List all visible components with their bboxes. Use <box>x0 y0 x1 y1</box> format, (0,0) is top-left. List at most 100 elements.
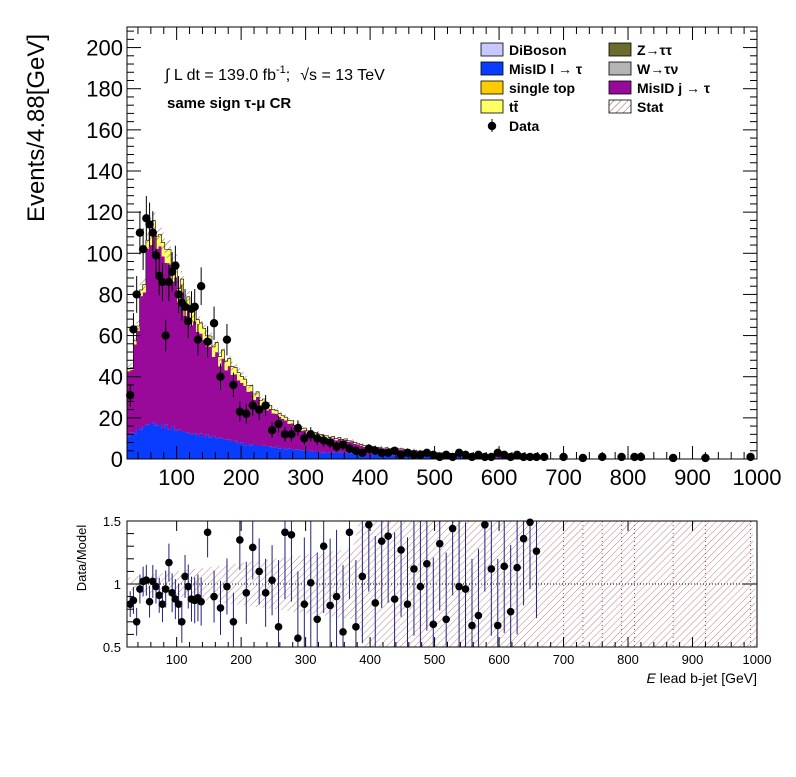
legend-label: DiBoson <box>509 42 567 58</box>
ratio-data-layer <box>126 518 541 647</box>
x-tick-label: 1000 <box>733 465 782 490</box>
ratio-point <box>326 601 334 610</box>
data-point <box>474 450 483 460</box>
data-point <box>668 453 678 463</box>
data-point <box>422 448 432 458</box>
legend-entry: W→τν <box>608 61 678 77</box>
data-point <box>332 442 341 451</box>
stack-misid-j- <box>127 230 565 459</box>
legend-entry: single top <box>480 80 575 96</box>
ratio-point <box>178 618 186 626</box>
data-point <box>184 316 193 326</box>
ratio-point <box>442 615 450 624</box>
ratio-x-axis-label-rest: lead b-jet [GeV] <box>656 670 757 686</box>
ratio-point <box>306 578 315 587</box>
ratio-point <box>313 615 322 624</box>
ratio-point <box>481 520 489 529</box>
ratio-point <box>145 597 154 606</box>
data-point <box>155 271 164 281</box>
ratio-point <box>197 597 205 606</box>
data-point <box>216 372 225 381</box>
ratio-point <box>403 600 412 608</box>
lumi-exponent: -1 <box>276 64 286 76</box>
data-point <box>377 448 386 458</box>
legend-marker <box>487 121 497 131</box>
ratio-y-tick-label: 1.5 <box>103 514 121 529</box>
ratio-point <box>500 562 509 571</box>
data-point <box>203 337 212 346</box>
ratio-point <box>274 623 283 631</box>
data-point <box>512 450 522 460</box>
ratio-point <box>487 565 496 573</box>
ratio-point <box>532 547 541 556</box>
ratio-point <box>300 600 309 608</box>
x-tick-label: 100 <box>158 465 195 490</box>
ratio-point <box>294 634 302 642</box>
ratio-x-tick-label: 400 <box>359 652 381 667</box>
ratio-x-tick-label: 600 <box>488 652 510 667</box>
data-point <box>416 450 425 460</box>
ratio-point <box>461 585 470 593</box>
ratio-point <box>248 543 257 552</box>
data-point <box>254 405 264 414</box>
data-point <box>161 331 170 340</box>
ratio-point <box>210 592 218 601</box>
data-point <box>396 450 406 460</box>
y-tick-label: 160 <box>86 118 123 143</box>
ratio-point <box>410 565 418 573</box>
x-tick-label: 600 <box>481 465 518 490</box>
ratio-point <box>165 558 173 567</box>
legend-entry: Data <box>487 118 540 134</box>
legend-entry: Z→ττ <box>608 42 673 58</box>
ratio-x-tick-label: 800 <box>617 652 639 667</box>
data-point <box>746 452 755 462</box>
data-point <box>229 380 238 390</box>
data-point <box>174 290 183 299</box>
ratio-point <box>281 528 289 537</box>
ratio-x-tick-label: 100 <box>166 652 188 667</box>
data-point <box>338 440 348 449</box>
data-point <box>274 419 283 429</box>
legend-label: Z→ττ <box>637 42 673 58</box>
y-tick-label: 140 <box>86 159 123 184</box>
y-tick-label: 60 <box>99 324 123 349</box>
data-point <box>267 426 277 435</box>
data-point <box>196 282 206 291</box>
data-point <box>300 434 309 443</box>
ratio-point <box>345 528 354 537</box>
ratio-point <box>377 537 386 545</box>
legend-swatch <box>480 61 504 76</box>
legend-label: Stat <box>637 99 664 115</box>
ratio-y-axis-label: Data/Model <box>74 525 89 592</box>
legend-swatch <box>480 80 504 95</box>
data-point <box>429 450 438 460</box>
data-point <box>306 430 315 439</box>
main-y-axis-label: Events/4.88[GeV] <box>23 34 50 222</box>
ratio-point <box>365 520 373 529</box>
main-frame <box>126 26 758 460</box>
y-tick-label: 0 <box>111 447 123 472</box>
ratio-point <box>371 599 380 607</box>
main-stack-layer <box>127 209 565 459</box>
ratio-x-tick-label: 500 <box>424 652 446 667</box>
legend-label: single top <box>509 80 575 96</box>
ratio-point <box>255 567 263 576</box>
stack-misid-l- <box>127 422 565 459</box>
sqrt-s-text: √s = 13 TeV <box>300 67 385 84</box>
ratio-point <box>132 618 141 626</box>
data-point <box>135 228 145 237</box>
svg-text:∫ L dt = 139.0 fb-1;√s = 13 Te: ∫ L dt = 139.0 fb-1; √s = 13 TeV <box>164 64 385 84</box>
ratio-point <box>261 589 270 597</box>
ratio-x-tick-label: 200 <box>230 652 252 667</box>
ratio-point <box>332 592 341 601</box>
data-point <box>351 446 361 455</box>
data-point <box>319 436 328 445</box>
legend-entry: MisID l → τ <box>480 61 583 77</box>
data-point <box>261 401 270 410</box>
legend-entry: MisID j → τ <box>608 80 711 96</box>
ratio-x-axis-label: E lead b-jet [GeV] <box>646 670 757 686</box>
legend: DiBoson Z→ττ MisID l → τ W→τν single top MisI… <box>480 42 711 134</box>
x-tick-label: 500 <box>416 465 453 490</box>
legend-swatch <box>608 42 632 57</box>
legend-entry: tt̄ <box>480 99 519 115</box>
